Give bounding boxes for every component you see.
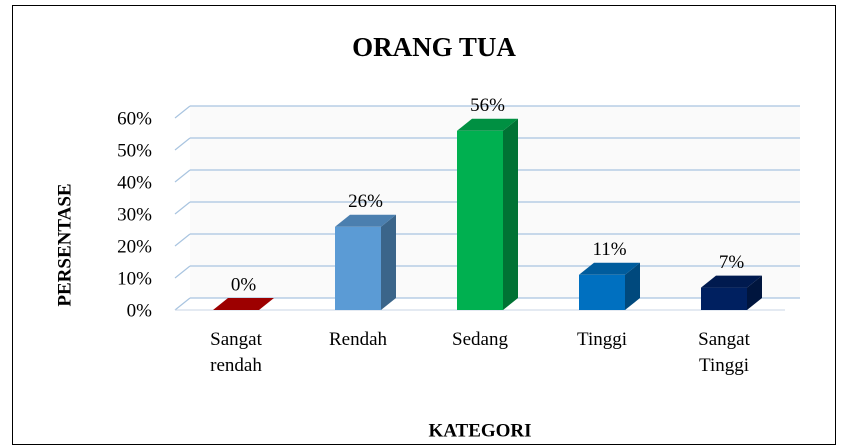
grid-line-side xyxy=(174,233,191,247)
bar xyxy=(457,130,503,310)
bar-top xyxy=(701,275,762,288)
bar-side xyxy=(625,262,640,310)
bar-side xyxy=(381,214,396,310)
bar-top xyxy=(457,118,518,131)
grid-line-side xyxy=(174,201,191,215)
grid-line-side xyxy=(174,297,191,311)
y-tick-label: 0% xyxy=(127,300,153,321)
x-tick-label: Sedang xyxy=(452,329,508,350)
bar xyxy=(701,287,747,310)
y-tick-label: 30% xyxy=(117,204,152,225)
y-tick-label: 40% xyxy=(117,172,152,193)
frame xyxy=(12,5,836,445)
bar-top xyxy=(335,214,396,227)
y-tick-label: 10% xyxy=(117,268,152,289)
bar-top xyxy=(213,298,274,310)
x-axis-label: KATEGORI xyxy=(428,420,531,441)
chart-title: ORANG TUA xyxy=(352,32,516,62)
value-label: 7% xyxy=(719,252,745,273)
bar-side xyxy=(747,275,762,310)
x-tick-label: Sangat rendah xyxy=(210,329,262,376)
grid-line-side xyxy=(174,137,191,151)
x-tick-label: Rendah xyxy=(328,329,388,350)
value-label: 11% xyxy=(592,239,626,260)
value-label: 0% xyxy=(231,274,257,295)
bar-top xyxy=(579,262,640,275)
value-label: 56% xyxy=(470,95,505,116)
grid-line-side xyxy=(174,105,191,119)
bar xyxy=(579,274,625,310)
x-tick-label: Sangat Tinggi xyxy=(698,329,750,376)
y-tick-label: 60% xyxy=(117,108,152,129)
y-axis-label: PERSENTASE xyxy=(54,183,75,306)
bar xyxy=(335,226,381,310)
y-tick-label: 20% xyxy=(117,236,152,257)
value-label: 26% xyxy=(348,191,383,212)
x-tick-label: Tinggi xyxy=(577,329,627,350)
bar-side xyxy=(503,118,518,310)
y-tick-label: 50% xyxy=(117,140,152,161)
grid-line-side xyxy=(174,265,191,279)
grid-line-side xyxy=(174,169,191,183)
